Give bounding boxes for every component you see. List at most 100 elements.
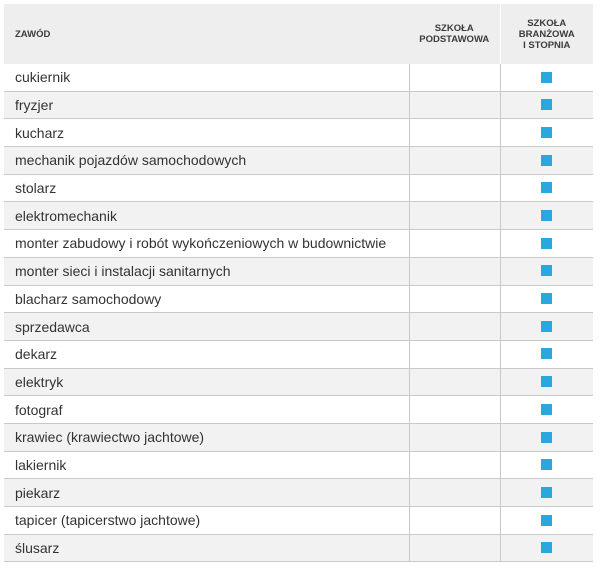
profession-name: stolarz (4, 174, 409, 203)
header-primary-school: SZKOŁA PODSTAWOWA (409, 4, 500, 64)
table-body: cukiernik fryzjer kucharz mechanik pojazdów… (4, 64, 593, 563)
square-marker-icon (541, 431, 553, 443)
primary-school-cell (408, 451, 500, 480)
table-row: kucharz (4, 118, 593, 148)
primary-school-cell (408, 64, 500, 92)
table-row: elektromechanik (4, 201, 593, 231)
header-profession: ZAWÓD (4, 4, 409, 64)
table-row: monter zabudowy i robót wykończeniowych … (4, 229, 593, 258)
profession-name: monter zabudowy i robót wykończeniowych … (4, 229, 409, 258)
profession-name: ślusarz (4, 534, 409, 563)
vocational-school-cell (499, 64, 593, 92)
square-marker-icon (541, 542, 553, 554)
vocational-school-cell (499, 451, 593, 480)
primary-school-cell (408, 340, 500, 369)
square-marker-icon (541, 459, 553, 471)
vocational-school-cell (499, 478, 593, 507)
vocational-school-cell (499, 118, 593, 148)
table-row: fryzjer (4, 91, 593, 120)
profession-name: fotograf (4, 395, 409, 424)
profession-name: cukiernik (4, 64, 409, 92)
profession-name: monter sieci i instalacji sanitarnych (4, 257, 409, 286)
vocational-school-cell (499, 229, 593, 258)
vocational-school-cell (499, 506, 593, 535)
primary-school-cell (408, 174, 500, 203)
square-marker-icon (541, 376, 553, 388)
profession-name: elektryk (4, 368, 409, 397)
vocational-school-cell (499, 146, 593, 175)
vocational-school-cell (499, 285, 593, 314)
primary-school-cell (408, 368, 500, 397)
square-marker-icon (541, 182, 553, 194)
primary-school-cell (408, 285, 500, 314)
square-marker-icon (541, 237, 553, 249)
primary-school-cell (408, 91, 500, 120)
primary-school-cell (408, 423, 500, 452)
table-row: mechanik pojazdów samochodowych (4, 146, 593, 175)
primary-school-cell (408, 506, 500, 535)
square-marker-icon (541, 126, 553, 138)
square-marker-icon (541, 210, 553, 222)
table-header-row: ZAWÓD SZKOŁA PODSTAWOWA SZKOŁA BRANŻOWA … (4, 4, 593, 64)
square-marker-icon (541, 486, 553, 498)
square-marker-icon (541, 71, 553, 83)
vocational-school-cell (499, 340, 593, 369)
table-row: lakiernik (4, 451, 593, 480)
primary-school-cell (408, 118, 500, 148)
table-row: blacharz samochodowy (4, 285, 593, 314)
primary-school-cell (408, 229, 500, 258)
square-marker-icon (541, 320, 553, 332)
table-row: elektryk (4, 368, 593, 397)
profession-name: fryzjer (4, 91, 409, 120)
header-primary-school-line: SZKOŁA (434, 23, 474, 34)
table-row: krawiec (krawiectwo jachtowe) (4, 423, 593, 452)
vocational-school-cell (499, 368, 593, 397)
table-row: tapicer (tapicerstwo jachtowe) (4, 506, 593, 535)
table-row: piekarz (4, 478, 593, 507)
profession-name: tapicer (tapicerstwo jachtowe) (4, 506, 409, 535)
vocational-school-cell (499, 174, 593, 203)
square-marker-icon (541, 514, 553, 526)
profession-name: dekarz (4, 340, 409, 369)
profession-name: kucharz (4, 118, 409, 148)
primary-school-cell (408, 257, 500, 286)
vocational-school-cell (499, 201, 593, 231)
primary-school-cell (408, 534, 500, 563)
square-marker-icon (541, 99, 553, 111)
vocational-school-cell (499, 312, 593, 341)
vocational-school-cell (499, 257, 593, 286)
table-row: stolarz (4, 174, 593, 203)
table-row: dekarz (4, 340, 593, 369)
table-row: sprzedawca (4, 312, 593, 341)
square-marker-icon (541, 403, 553, 415)
square-marker-icon (541, 265, 553, 277)
header-vocational-school-line: I STOPNIA (523, 39, 571, 51)
profession-name: lakiernik (4, 451, 409, 480)
vocational-school-cell (499, 395, 593, 424)
square-marker-icon (541, 154, 553, 166)
vocational-school-cell (499, 91, 593, 120)
table-row: monter sieci i instalacji sanitarnych (4, 257, 593, 286)
header-vocational-school-line: SZKOŁA (527, 17, 567, 29)
table-row: fotograf (4, 395, 593, 424)
primary-school-cell (408, 312, 500, 341)
header-vocational-school-line: BRANŻOWA (518, 28, 575, 40)
profession-name: piekarz (4, 478, 409, 507)
square-marker-icon (541, 293, 553, 305)
profession-name: mechanik pojazdów samochodowych (4, 146, 409, 175)
profession-name: blacharz samochodowy (4, 285, 409, 314)
primary-school-cell (408, 395, 500, 424)
primary-school-cell (408, 146, 500, 175)
table-row: cukiernik (4, 64, 593, 92)
square-marker-icon (541, 348, 553, 360)
header-primary-school-line: PODSTAWOWA (419, 34, 490, 45)
vocational-school-cell (499, 423, 593, 452)
profession-table: ZAWÓD SZKOŁA PODSTAWOWA SZKOŁA BRANŻOWA … (4, 4, 593, 563)
primary-school-cell (408, 201, 500, 231)
profession-name: krawiec (krawiectwo jachtowe) (4, 423, 409, 452)
profession-name: elektromechanik (4, 201, 409, 231)
header-vocational-school: SZKOŁA BRANŻOWA I STOPNIA (499, 4, 593, 64)
primary-school-cell (408, 478, 500, 507)
profession-name: sprzedawca (4, 312, 409, 341)
vocational-school-cell (499, 534, 593, 563)
